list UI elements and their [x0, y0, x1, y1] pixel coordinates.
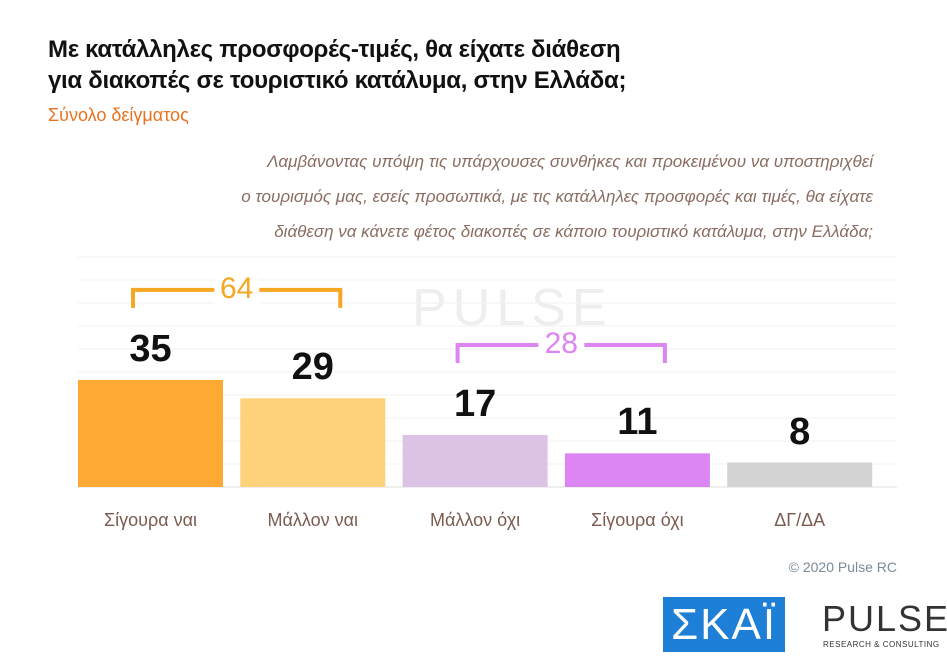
bracket-label: 28 [538, 326, 584, 361]
chart-title: Με κατάλληλες προσφορές-τιμές, θα είχατε… [48, 34, 748, 96]
pulse-logo: PULSE [822, 598, 947, 639]
category-label: Μάλλον όχι [430, 510, 521, 530]
copyright: © 2020 Pulse RC [788, 559, 897, 575]
bar [727, 462, 873, 487]
title-line: για διακοπές σε τουριστικό κατάλυμα, στη… [48, 67, 627, 94]
pulse-logo-subtitle: RESEARCH & CONSULTING [823, 640, 940, 649]
title-line: Με κατάλληλες προσφορές-τιμές, θα είχατε… [48, 36, 621, 63]
value-label: 11 [617, 401, 658, 444]
category-label: Σίγουρα ναι [103, 510, 198, 530]
bar [402, 434, 548, 487]
category-label: ΔΓ/ΔΑ [774, 510, 826, 530]
question-line: διάθεση να κάνετε φέτος διακοπές σε κάπο… [274, 222, 873, 241]
bracket-label: 64 [213, 271, 260, 306]
subtitle: Σύνολο δείγματος [48, 105, 189, 125]
question-line: Λαμβάνοντας υπόψη τις υπάρχουσες συνθήκε… [267, 152, 873, 171]
value-label: 29 [291, 346, 334, 389]
value-label: 8 [789, 410, 811, 453]
value-label: 17 [453, 382, 497, 425]
value-label: 35 [129, 327, 172, 370]
bar [564, 453, 710, 487]
bar [240, 398, 386, 487]
category-label: Μάλλον ναι [267, 510, 359, 530]
question-line: ο τουρισμός μας, εσείς προσωπικά, με τις… [241, 187, 873, 206]
skai-logo: ΣΚΑΪ [663, 597, 785, 652]
category-label: Σίγουρα όχι [591, 510, 684, 530]
bar [78, 379, 223, 487]
